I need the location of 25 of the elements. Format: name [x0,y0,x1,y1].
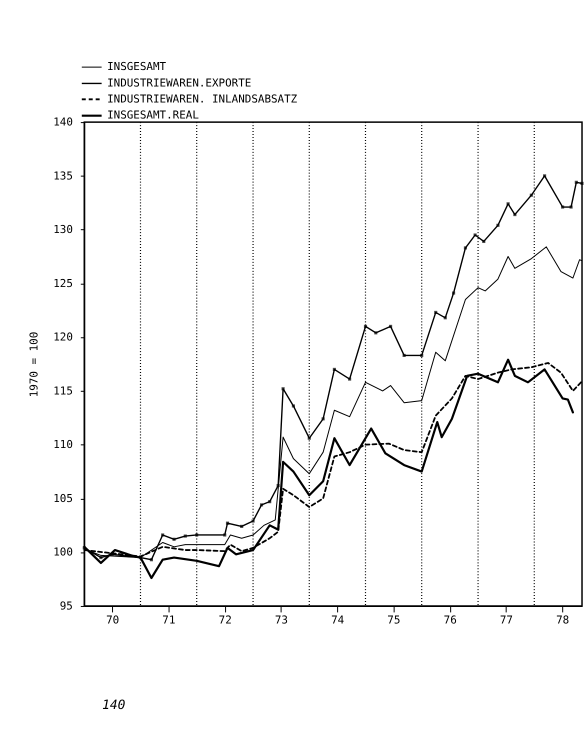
x-tick-label: 72 [218,613,232,626]
y-tick-label: 125 [53,276,73,290]
x-tick-label: 76 [444,613,457,626]
x-tick-label: 75 [387,613,400,626]
x-tick-label: 71 [162,613,176,626]
x-tick-label: 70 [106,613,120,626]
y-axis-title: 1970 = 100 [27,332,40,398]
x-tick-label: 73 [274,613,288,626]
y-tick-label: 135 [53,169,73,182]
legend-label: INDUSTRIEWAREN.EXPORTE [107,76,252,90]
y-tick-label: 130 [53,223,73,236]
y-tick-label: 95 [60,599,73,612]
x-tick-label: 74 [331,613,345,626]
y-tick-label: 110 [53,438,73,452]
y-tick-label: 115 [53,384,73,398]
x-tick-label: 77 [500,613,513,626]
legend-label: INSGESAMT.REAL [107,108,200,122]
legend-label: INSGESAMT [107,60,167,74]
y-tick-label: 105 [53,492,73,505]
legend-label: INDUSTRIEWAREN. INLANDSABSATZ [107,92,298,106]
y-tick-label: 120 [53,330,73,344]
y-tick-label: 100 [53,546,73,559]
y-tick-label: 140 [53,116,73,129]
text: 140 [102,698,126,714]
x-tick-label: 78 [556,613,570,626]
